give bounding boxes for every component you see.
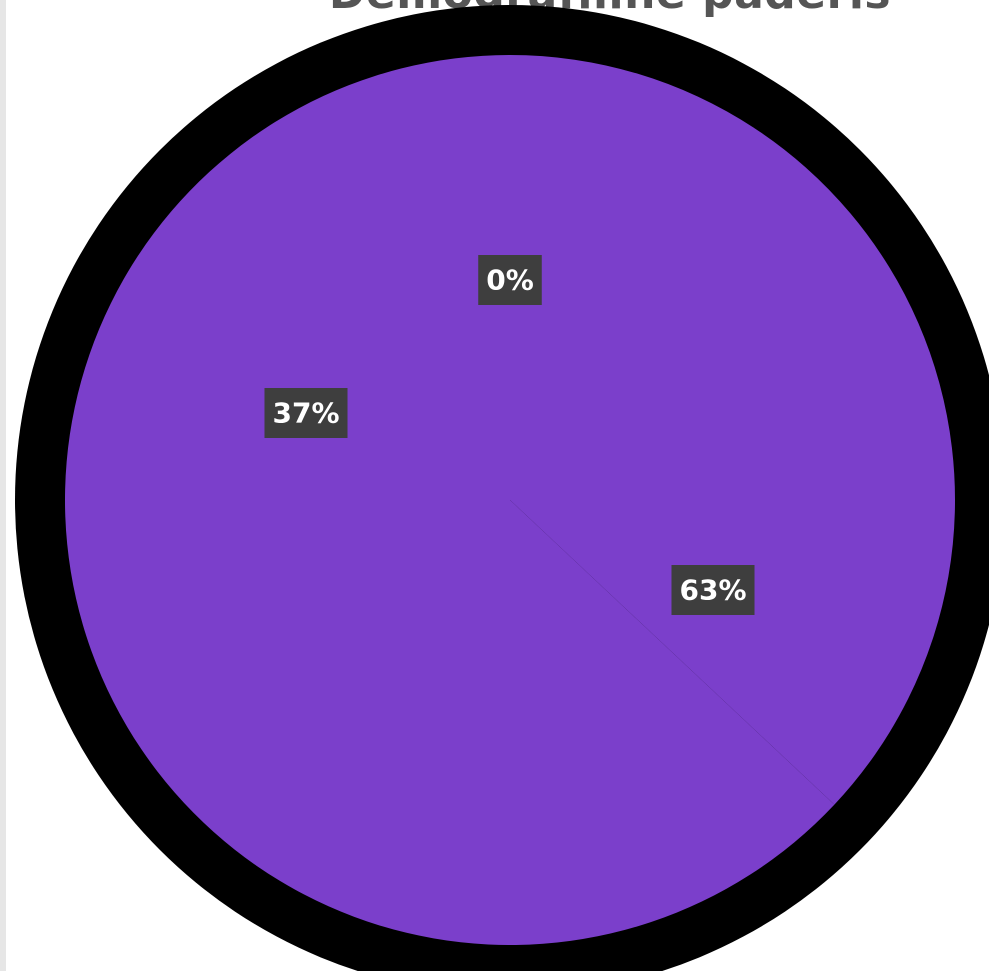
pie-slice-2 (65, 55, 835, 945)
data-label-1: 37% (264, 388, 348, 438)
data-label-text-2: 63% (679, 574, 746, 607)
left-edge-divider (0, 0, 6, 971)
pie-data-labels: 0% 37% 63% (264, 255, 755, 615)
data-label-0: 0% (478, 255, 542, 305)
data-label-background-0 (478, 255, 542, 305)
data-label-2: 63% (671, 565, 755, 615)
pie-slices (15, 5, 989, 971)
data-label-text-1: 37% (272, 397, 339, 430)
data-label-text-0: 0% (486, 264, 534, 297)
pie-slice-1 (510, 55, 955, 805)
data-label-background-2 (671, 565, 755, 615)
data-label-background-1 (264, 388, 348, 438)
